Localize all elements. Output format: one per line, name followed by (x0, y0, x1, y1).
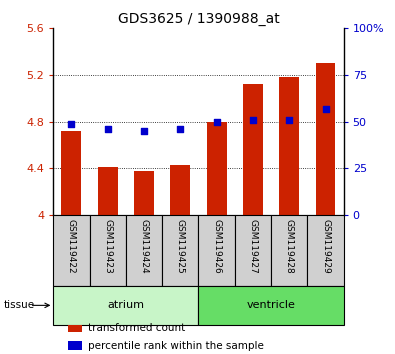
Bar (62, 131, 81, 215)
Text: GSM119426: GSM119426 (212, 219, 221, 273)
Point (213, 119, 220, 125)
Text: atrium: atrium (107, 300, 145, 310)
Bar (53, 215, 90, 286)
Point (286, 117, 292, 123)
Point (68, 121, 75, 126)
Text: GSM119422: GSM119422 (67, 219, 76, 273)
Text: ventricle: ventricle (246, 300, 295, 310)
Text: GSM119424: GSM119424 (139, 219, 149, 273)
Text: GSM119423: GSM119423 (103, 219, 112, 273)
Bar (199, 215, 235, 286)
Bar (126, 215, 162, 286)
Bar (207, 122, 227, 215)
Text: percentile rank within the sample: percentile rank within the sample (88, 341, 264, 350)
Bar (53, 286, 199, 325)
Text: tissue: tissue (4, 300, 35, 310)
Point (141, 128, 147, 134)
Bar (170, 165, 190, 215)
Bar (68, 322, 83, 332)
Bar (235, 215, 271, 286)
Text: GSM119425: GSM119425 (176, 219, 185, 273)
Bar (90, 215, 126, 286)
Bar (199, 286, 344, 325)
Bar (243, 84, 263, 215)
Point (322, 106, 329, 112)
Bar (316, 63, 335, 215)
Bar (98, 167, 118, 215)
Bar (307, 215, 344, 286)
Point (250, 117, 256, 123)
Bar (271, 215, 307, 286)
Bar (134, 171, 154, 215)
Text: GSM119428: GSM119428 (285, 219, 294, 273)
Point (105, 126, 111, 132)
Text: GSM119427: GSM119427 (248, 219, 258, 273)
Point (177, 126, 184, 132)
Title: GDS3625 / 1390988_at: GDS3625 / 1390988_at (118, 12, 279, 26)
Text: transformed count: transformed count (88, 322, 185, 332)
Bar (279, 78, 299, 215)
Bar (68, 341, 83, 350)
Text: GSM119429: GSM119429 (321, 219, 330, 273)
Bar (162, 215, 199, 286)
